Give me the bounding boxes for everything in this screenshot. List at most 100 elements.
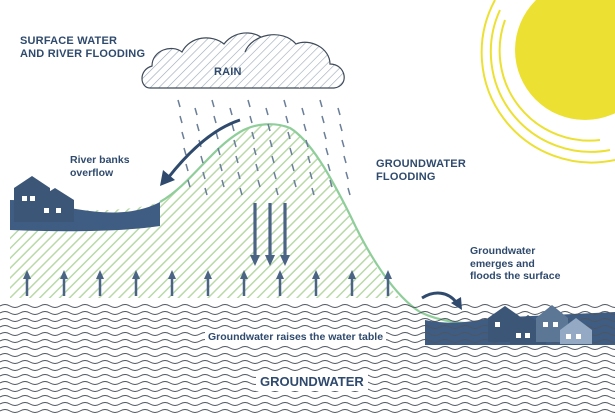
infiltration-arrows xyxy=(250,203,290,266)
rain-drop xyxy=(289,147,293,156)
rain-drop xyxy=(273,171,277,180)
rain-drop xyxy=(235,155,239,164)
groundwater-flooding-line1: GROUNDWATER xyxy=(376,158,466,170)
rain-drop xyxy=(341,139,345,148)
rain-drops xyxy=(177,99,351,196)
emerges-line1: Groundwater xyxy=(470,245,536,257)
groundwater-wave-line xyxy=(0,409,615,413)
groundwater-flooding-line2: FLOODING xyxy=(376,171,436,184)
rain-drop xyxy=(293,179,297,188)
down-arrow-icon xyxy=(265,203,275,266)
rain-drop xyxy=(275,187,279,196)
groundwater-wave-line xyxy=(0,402,615,406)
rain-drop xyxy=(287,131,291,140)
groundwater-wave-line xyxy=(0,311,615,315)
rain-drop xyxy=(347,187,351,196)
up-arrow-icon xyxy=(60,270,68,296)
left-curved-arrow-icon xyxy=(160,118,241,186)
rain-drop xyxy=(202,171,206,180)
rain-drop xyxy=(329,179,333,188)
up-arrow-icon xyxy=(384,270,392,296)
rain-drop xyxy=(237,171,241,180)
surface-flooding-title: SURFACE WATER AND RIVER FLOODING xyxy=(20,35,145,61)
river-banks-line1: River banks xyxy=(70,154,130,166)
groundwater-wave-line xyxy=(0,360,615,364)
rain-drop xyxy=(337,107,341,116)
rain-drop xyxy=(327,163,331,172)
down-arrow-icon xyxy=(280,203,290,266)
emerges-line3: floods the surface xyxy=(470,270,561,283)
rain-drop xyxy=(311,187,315,196)
rain-drop xyxy=(253,147,257,156)
up-arrow-icon xyxy=(168,270,176,296)
up-arrow-icon xyxy=(240,270,248,296)
surface-flooding-title-line1: SURFACE WATER xyxy=(20,35,118,47)
rain-drop xyxy=(325,147,329,156)
rain-drop xyxy=(185,163,189,172)
up-arrow-icon xyxy=(312,270,320,296)
rain-drop xyxy=(181,131,185,140)
rain-cloud-icon xyxy=(141,32,345,89)
rain-drop xyxy=(307,155,311,164)
water-table-label: Groundwater raises the water table xyxy=(205,330,387,345)
rain-drop xyxy=(339,123,343,132)
water-table-rising-arrows xyxy=(23,270,392,296)
rain-drop xyxy=(231,123,235,132)
rain-drop xyxy=(303,123,307,132)
rain-drop xyxy=(239,187,243,196)
rain-drop xyxy=(229,107,233,116)
hill-ground xyxy=(10,124,400,298)
rain-drop xyxy=(217,147,221,156)
rain-drop xyxy=(301,107,305,116)
groundwater-flooding-label: GROUNDWATER FLOODING xyxy=(376,158,466,184)
rain-drop xyxy=(179,115,183,124)
rain-drop xyxy=(183,147,187,156)
up-arrow-icon xyxy=(204,270,212,296)
hill-slope xyxy=(159,123,481,325)
rain-drop xyxy=(204,187,208,196)
rain-drop xyxy=(249,115,253,124)
rain-drop xyxy=(187,179,191,188)
rain-drop xyxy=(255,163,259,172)
rain-drop xyxy=(291,163,295,172)
rain-drop xyxy=(319,99,323,108)
rain-drop xyxy=(219,163,223,172)
rain-drop xyxy=(321,115,325,124)
groundwater-label: GROUNDWATER xyxy=(256,373,368,391)
rain-drop xyxy=(177,99,181,108)
groundwater-wave-line xyxy=(0,353,615,357)
rain-drop xyxy=(309,171,313,180)
rain-drop xyxy=(251,131,255,140)
groundwater-wave-line xyxy=(0,367,615,371)
groundwater-wave-line xyxy=(0,346,615,350)
rain-drop xyxy=(233,139,237,148)
rain-drop xyxy=(343,155,347,164)
rain-label: RAIN xyxy=(214,66,242,78)
river-banks-label: River banks overflow xyxy=(70,154,130,179)
rain-drop xyxy=(213,115,217,124)
rain-drop xyxy=(265,107,269,116)
rain-drop xyxy=(257,179,261,188)
rain-drop xyxy=(211,99,215,108)
up-arrow-icon xyxy=(132,270,140,296)
groundwater-wave-line xyxy=(0,395,615,399)
up-arrow-icon xyxy=(96,270,104,296)
rain-drop xyxy=(271,155,275,164)
up-arrow-icon xyxy=(348,270,356,296)
rain-drop xyxy=(200,155,204,164)
groundwater-wave-line xyxy=(0,304,615,308)
rain-drop xyxy=(305,139,309,148)
down-arrow-icon xyxy=(250,203,260,266)
emerges-label: Groundwater emerges and floods the surfa… xyxy=(470,245,560,283)
rain-drop xyxy=(283,99,287,108)
emerges-line2: emerges and xyxy=(470,257,535,270)
rain-drop xyxy=(194,107,198,116)
rain-drop xyxy=(345,171,349,180)
surface-flooding-title-line2: AND RIVER FLOODING xyxy=(20,48,146,61)
house-icon xyxy=(14,176,74,222)
rain-drop xyxy=(196,123,200,132)
house-icon xyxy=(536,305,592,344)
right-curved-arrow-icon xyxy=(421,291,462,310)
